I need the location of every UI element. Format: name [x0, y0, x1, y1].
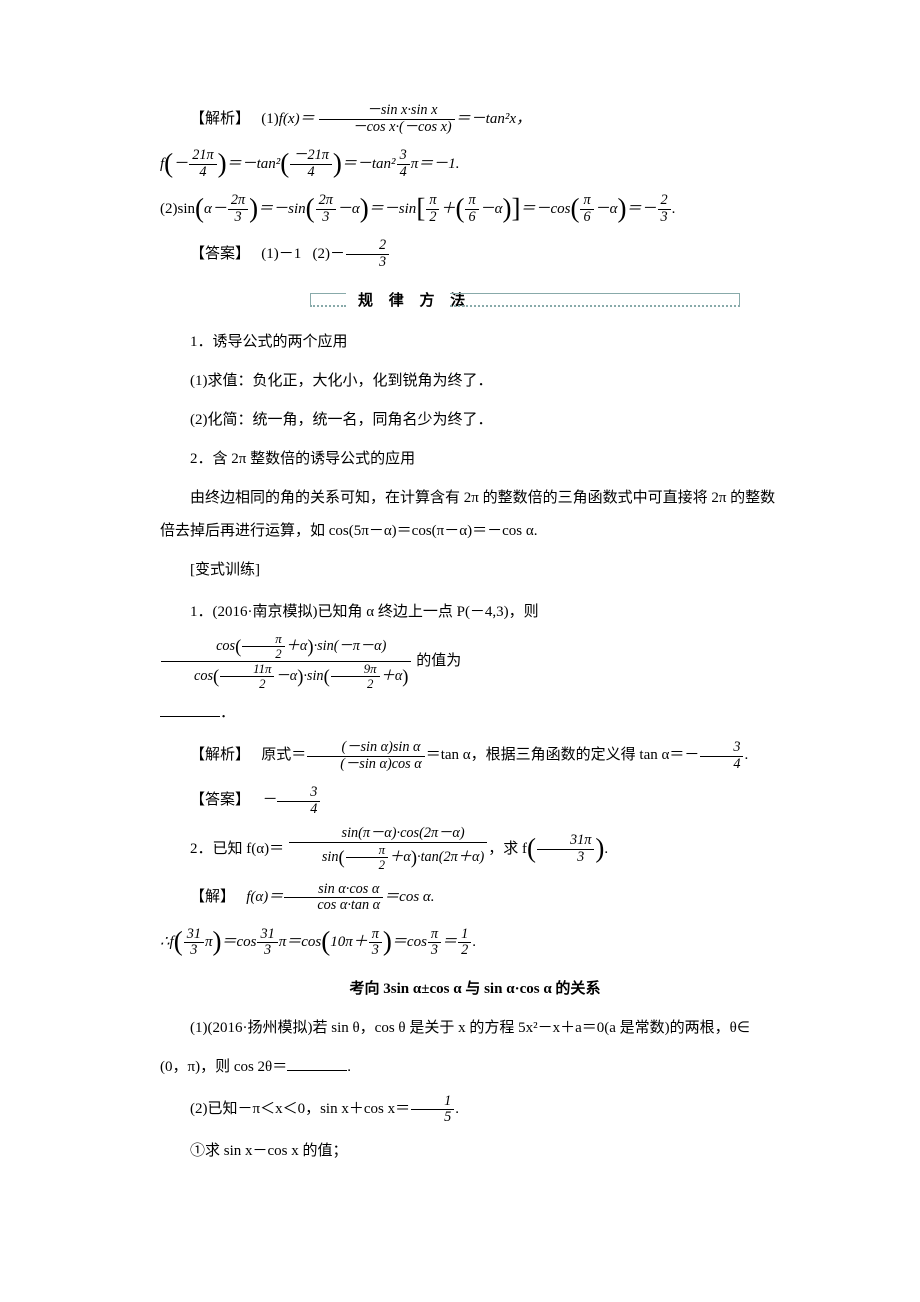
solution-line-3: (2)sin(α－2π3)＝－sin(2π3－α)＝－sin[π2＋(π6－α)…: [160, 190, 790, 229]
method-p3: (2)化简：统一角，统一名，同角名少为终了．: [160, 404, 790, 437]
method-p2: (1)求值：负化正，大化小，化到锐角为终了．: [160, 365, 790, 398]
label-solution: 【解析】: [190, 111, 250, 127]
q2-stem: 2．已知 f(α)＝ sin(π－α)·cos(2π－α) sin(π2＋α)·…: [160, 826, 790, 872]
solution-line-1: 【解析】 (1)f(x)＝ －sin x·sin x －cos x·(－cos …: [160, 100, 790, 139]
method-box-header: 规 律 方 法: [160, 288, 790, 316]
r2-line: (2)已知－π＜x＜0，sin x＋cos x＝15.: [160, 1090, 790, 1129]
q1-solution: 【解析】 原式＝(－sin α)sin α(－sin α)cos α＝tan α…: [160, 736, 790, 775]
answer-line: 【答案】 (1)－1 (2)－23: [160, 235, 790, 274]
box-rule-left: [310, 293, 346, 307]
r1-line-a: (1)(2016·扬州模拟)若 sin θ，cos θ 是关于 x 的方程 5x…: [160, 1012, 790, 1045]
label-solution: 【解析】: [190, 747, 250, 763]
q1-stem: 1．(2016·南京模拟)已知角 α 终边上一点 P(－4,3)，则 cos(π…: [160, 593, 790, 691]
q2-solution-2: ∴f(313π)＝cos313π＝cos(10π＋π3)＝cosπ3＝12.: [160, 923, 790, 962]
fill-blank[interactable]: [160, 702, 220, 717]
method-p4: 2．含 2π 整数倍的诱导公式的应用: [160, 443, 790, 476]
fraction: －sin x·sin x －cos x·(－cos x): [319, 103, 454, 135]
method-p5: 由终边相同的角的关系可知，在计算含有 2π 的整数倍的三角函数式中可直接将 2π…: [160, 482, 790, 548]
section-heading: 考向 3sin α±cos α 与 sin α·cos α 的关系: [160, 974, 790, 1004]
solution-line-2: f(－21π4)＝－tan²(－21π4)＝－tan²34π＝－1.: [160, 145, 790, 184]
label-answer: 【答案】: [190, 792, 250, 808]
q2-solution-1: 【解】 f(α)＝sin α·cos αcos α·tan α＝cos α.: [160, 878, 790, 917]
q1-blank-line: ________．．: [160, 697, 790, 730]
label-sol: 【解】: [190, 889, 235, 905]
fill-blank[interactable]: [287, 1056, 347, 1071]
q1-answer: 【答案】 －34: [160, 781, 790, 820]
r1-line-b: (0，π)，则 cos 2θ＝.: [160, 1051, 790, 1084]
label-answer: 【答案】: [190, 246, 250, 262]
method-p1: 1．诱导公式的两个应用: [160, 326, 790, 359]
variant-header: [变式训练]: [160, 554, 790, 587]
r3-line: ①求 sin x－cos x 的值；: [160, 1135, 790, 1168]
box-rule-right: [450, 293, 740, 307]
